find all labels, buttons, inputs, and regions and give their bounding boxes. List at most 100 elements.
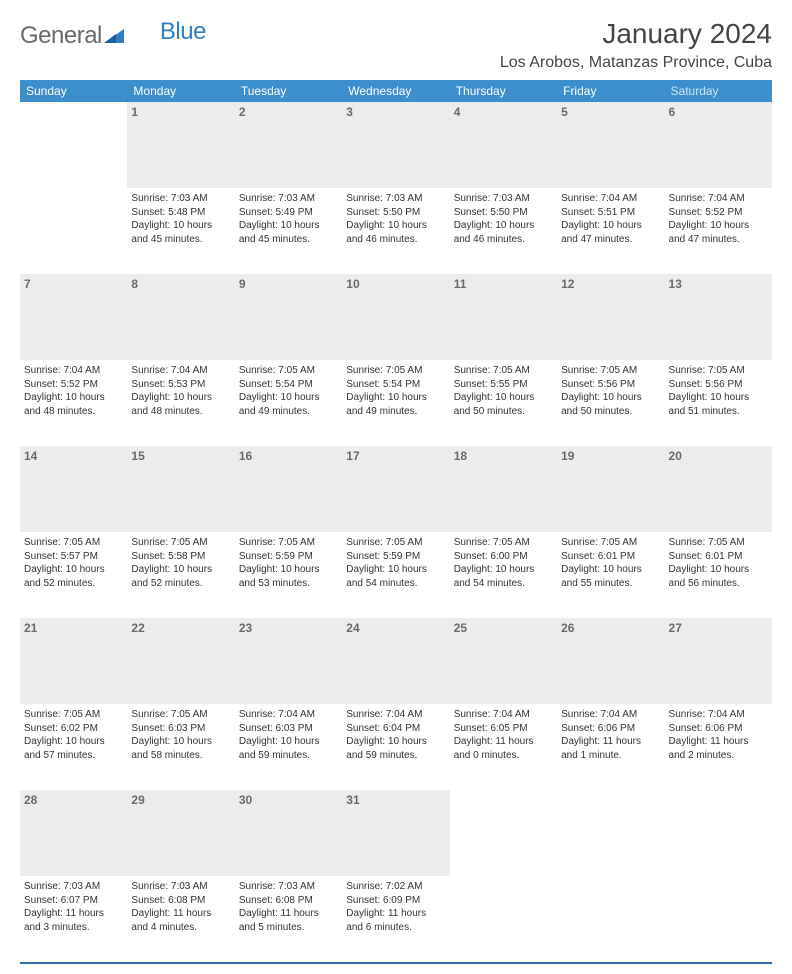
day-cell-line: Sunset: 6:01 PM [669, 550, 768, 564]
day-cell-line: Sunset: 5:53 PM [131, 378, 230, 392]
day-cell-line: Sunrise: 7:05 AM [24, 536, 123, 550]
day-cell-line: Sunrise: 7:05 AM [454, 536, 553, 550]
day-cell: Sunrise: 7:05 AMSunset: 6:01 PMDaylight:… [665, 532, 772, 618]
day-cell-line: Daylight: 11 hours [239, 907, 338, 921]
day-cell-line: Sunset: 6:05 PM [454, 722, 553, 736]
day-cell-line: Daylight: 10 hours [561, 219, 660, 233]
day-cell-line: Sunset: 5:48 PM [131, 206, 230, 220]
day-number: 6 [665, 102, 772, 188]
day-cell-line: Sunrise: 7:04 AM [24, 364, 123, 378]
day-cell-line: and 49 minutes. [346, 405, 445, 419]
day-cell-line: and 4 minutes. [131, 921, 230, 935]
day-number: 12 [557, 274, 664, 360]
day-number: 24 [342, 618, 449, 704]
day-cell-line: and 2 minutes. [669, 749, 768, 763]
day-cell: Sunrise: 7:05 AMSunset: 6:01 PMDaylight:… [557, 532, 664, 618]
day-cell-line: Daylight: 10 hours [454, 219, 553, 233]
day-number: 11 [450, 274, 557, 360]
day-cell-line: and 6 minutes. [346, 921, 445, 935]
day-cell-line: and 55 minutes. [561, 577, 660, 591]
day-cell: Sunrise: 7:03 AMSunset: 5:50 PMDaylight:… [342, 188, 449, 274]
day-cell-line: and 56 minutes. [669, 577, 768, 591]
day-cell-line: Sunset: 5:50 PM [454, 206, 553, 220]
day-cell-line: Sunrise: 7:04 AM [561, 708, 660, 722]
day-cell-line: Sunrise: 7:04 AM [239, 708, 338, 722]
day-cell-line: Daylight: 10 hours [131, 735, 230, 749]
title-block: January 2024 Los Arobos, Matanzas Provin… [500, 18, 772, 78]
day-cell: Sunrise: 7:03 AMSunset: 6:07 PMDaylight:… [20, 876, 127, 962]
day-number: 5 [557, 102, 664, 188]
day-cell: Sunrise: 7:05 AMSunset: 5:55 PMDaylight:… [450, 360, 557, 446]
daynum-row: 21222324252627 [20, 618, 772, 704]
day-cell-line: Sunset: 6:06 PM [669, 722, 768, 736]
day-cell-line: Sunset: 5:58 PM [131, 550, 230, 564]
week-row: Sunrise: 7:03 AMSunset: 5:48 PM Daylight:… [20, 188, 772, 274]
day-cell: Sunrise: 7:04 AMSunset: 5:53 PMDaylight:… [127, 360, 234, 446]
daynum-row: 78910111213 [20, 274, 772, 360]
daynum-row: 123456 [20, 102, 772, 188]
day-cell-line: Sunset: 5:59 PM [239, 550, 338, 564]
day-cell-line: and 48 minutes. [24, 405, 123, 419]
week-row: Sunrise: 7:05 AMSunset: 6:02 PMDaylight:… [20, 704, 772, 790]
day-cell-line: Daylight: 10 hours [239, 563, 338, 577]
day-cell-line: and 58 minutes. [131, 749, 230, 763]
day-number: 4 [450, 102, 557, 188]
day-cell-line: Sunrise: 7:05 AM [346, 536, 445, 550]
day-cell-line: Daylight: 10 hours [561, 563, 660, 577]
day-cell-line: Sunrise: 7:05 AM [346, 364, 445, 378]
day-number: 26 [557, 618, 664, 704]
day-cell-line: Sunset: 5:51 PM [561, 206, 660, 220]
day-cell-line: Sunset: 5:52 PM [669, 206, 768, 220]
day-cell-line: and 47 minutes. [669, 233, 768, 247]
weekday-header-row: Sunday Monday Tuesday Wednesday Thursday… [20, 80, 772, 102]
day-cell-line: Sunrise: 7:05 AM [131, 536, 230, 550]
day-number: 25 [450, 618, 557, 704]
day-cell-line: Sunset: 5:57 PM [24, 550, 123, 564]
day-cell-line: and 52 minutes. [131, 577, 230, 591]
day-cell: Sunrise: 7:03 AMSunset: 5:50 PMDaylight:… [450, 188, 557, 274]
day-cell-line: Daylight: 10 hours [24, 391, 123, 405]
day-cell [450, 876, 557, 962]
day-cell-line: and 49 minutes. [239, 405, 338, 419]
day-cell-line: Sunrise: 7:05 AM [239, 536, 338, 550]
day-cell-line: and 3 minutes. [24, 921, 123, 935]
day-number: 2 [235, 102, 342, 188]
day-number: 3 [342, 102, 449, 188]
day-cell-line: and 45 minutes. [131, 233, 230, 247]
triangle-icon [104, 22, 124, 50]
day-cell-line: and 59 minutes. [239, 749, 338, 763]
day-cell: Sunrise: 7:04 AMSunset: 5:52 PMDaylight:… [665, 188, 772, 274]
day-cell-line: Sunset: 5:55 PM [454, 378, 553, 392]
day-cell: Sunrise: 7:05 AMSunset: 6:02 PMDaylight:… [20, 704, 127, 790]
daynum-row: 14151617181920 [20, 446, 772, 532]
daynum-row: 28293031 [20, 790, 772, 876]
day-number: 15 [127, 446, 234, 532]
day-cell-line: and 54 minutes. [346, 577, 445, 591]
day-cell-line: Sunrise: 7:05 AM [24, 708, 123, 722]
header: General Blue January 2024 Los Arobos, Ma… [20, 18, 772, 78]
day-cell-line: and 54 minutes. [454, 577, 553, 591]
day-cell-line: Daylight: 10 hours [346, 391, 445, 405]
day-cell-line: Sunset: 5:52 PM [24, 378, 123, 392]
day-cell-line: and 52 minutes. [24, 577, 123, 591]
day-cell: Sunrise: 7:05 AMSunset: 5:56 PMDaylight:… [665, 360, 772, 446]
weekday-tuesday: Tuesday [235, 80, 342, 102]
day-cell-line: Sunrise: 7:03 AM [131, 192, 230, 206]
day-number [665, 790, 772, 876]
day-number: 18 [450, 446, 557, 532]
day-cell-line: Sunrise: 7:03 AM [24, 880, 123, 894]
day-cell: Sunrise: 7:03 AMSunset: 5:48 PMDaylight:… [127, 188, 234, 274]
day-cell: Sunrise: 7:04 AMSunset: 6:04 PMDaylight:… [342, 704, 449, 790]
day-cell-line: Daylight: 11 hours [561, 735, 660, 749]
day-cell-line: Sunset: 5:54 PM [239, 378, 338, 392]
day-cell-line: and 50 minutes. [561, 405, 660, 419]
day-cell-line: Daylight: 11 hours [131, 907, 230, 921]
day-cell-line: and 59 minutes. [346, 749, 445, 763]
week-row: Sunrise: 7:04 AMSunset: 5:52 PMDaylight:… [20, 360, 772, 446]
day-cell-line: Sunset: 6:08 PM [239, 894, 338, 908]
day-cell-line: Daylight: 10 hours [131, 391, 230, 405]
day-cell-line: Daylight: 11 hours [669, 735, 768, 749]
day-cell-line: and 48 minutes. [131, 405, 230, 419]
day-cell-line: Daylight: 11 hours [346, 907, 445, 921]
day-cell-line: and 45 minutes. [239, 233, 338, 247]
